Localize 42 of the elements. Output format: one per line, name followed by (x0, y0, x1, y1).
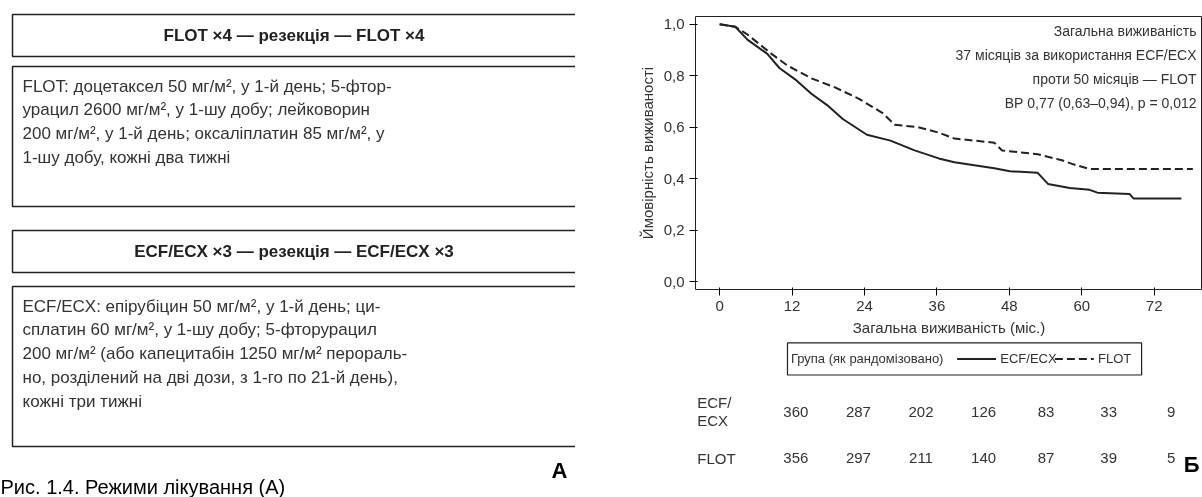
text: ECF/ECX: епірубіцин 50 мг/м², у 1-й день; ци- сплатин 60 мг/м², у 1-шу добу; 5-фторурацил 200 мг/м² (або капецитабін 1250 мг/м² перораль- но, розділений на дві дози, з 1-го по 21-й день), кожні три тижні (22, 296, 408, 411)
text: 9 (1167, 402, 1176, 420)
text: А (551, 458, 568, 483)
text: ECF/ ECX (697, 393, 733, 430)
text: 83 (1037, 402, 1055, 420)
text: Рис. 1.4. Режими лікування (А) (0, 475, 286, 497)
y-tick-label: 0,2 (663, 221, 685, 239)
text: ECF/ECX ×3 — резекція — ECF/ECX ×3 (134, 242, 454, 261)
y-tick-label: 0,4 (663, 169, 685, 187)
text: 297 (845, 449, 871, 467)
text: FLOT ×4 — резекція — FLOT ×4 (163, 26, 426, 45)
x-tick-label: 0 (715, 296, 724, 314)
y-tick-label: 0,6 (663, 118, 685, 136)
x-axis-title: Загальна виживаність (міс.) (852, 318, 1046, 336)
text: 287 (845, 402, 871, 420)
annotation: Загальна виживаність 37 місяців за використання ECF/ECX проти 50 місяців — FLOT ВР 0,77 (0,63–0,94), p = 0,012 (955, 22, 1198, 111)
text: 360 (783, 402, 809, 420)
text: 140 (971, 449, 997, 467)
y-axis-title: Ймовірність виживаності (638, 66, 656, 240)
text: 33 (1100, 402, 1118, 420)
text: Б (1183, 451, 1200, 477)
y-tick-label: 1,0 (663, 15, 685, 33)
legend-label: FLOT (1098, 351, 1132, 367)
text: FLOT: доцетаксел 50 мг/м², у 1-й день; 5-фтор- урацил 2600 мг/м², у 1-шу добу; лейковорин 200 мг/м², у 1-й день; оксаліплатин 85 мг/м², у 1-шу добу, кожні два тижні (22, 76, 392, 167)
legend-title: Група (як рандомізовано) (790, 351, 944, 367)
legend-label: ECF/ECX (1000, 351, 1057, 367)
x-tick-label: 60 (1073, 296, 1091, 314)
x-tick-label: 72 (1145, 296, 1163, 314)
text: 126 (971, 402, 997, 420)
x-tick-label: 36 (928, 296, 946, 314)
text: 5 (1167, 449, 1176, 467)
x-tick-label: 24 (856, 296, 873, 314)
text: 87 (1037, 449, 1055, 467)
text: FLOT (697, 449, 736, 467)
x-tick-label: 12 (783, 296, 801, 314)
text: 202 (908, 402, 934, 420)
text: 356 (783, 449, 809, 467)
text: 211 (909, 449, 933, 467)
text: 39 (1100, 449, 1118, 467)
x-tick-label: 48 (1001, 296, 1018, 314)
y-tick-label: 0,8 (663, 66, 685, 84)
y-tick-label: 0,0 (663, 272, 685, 290)
